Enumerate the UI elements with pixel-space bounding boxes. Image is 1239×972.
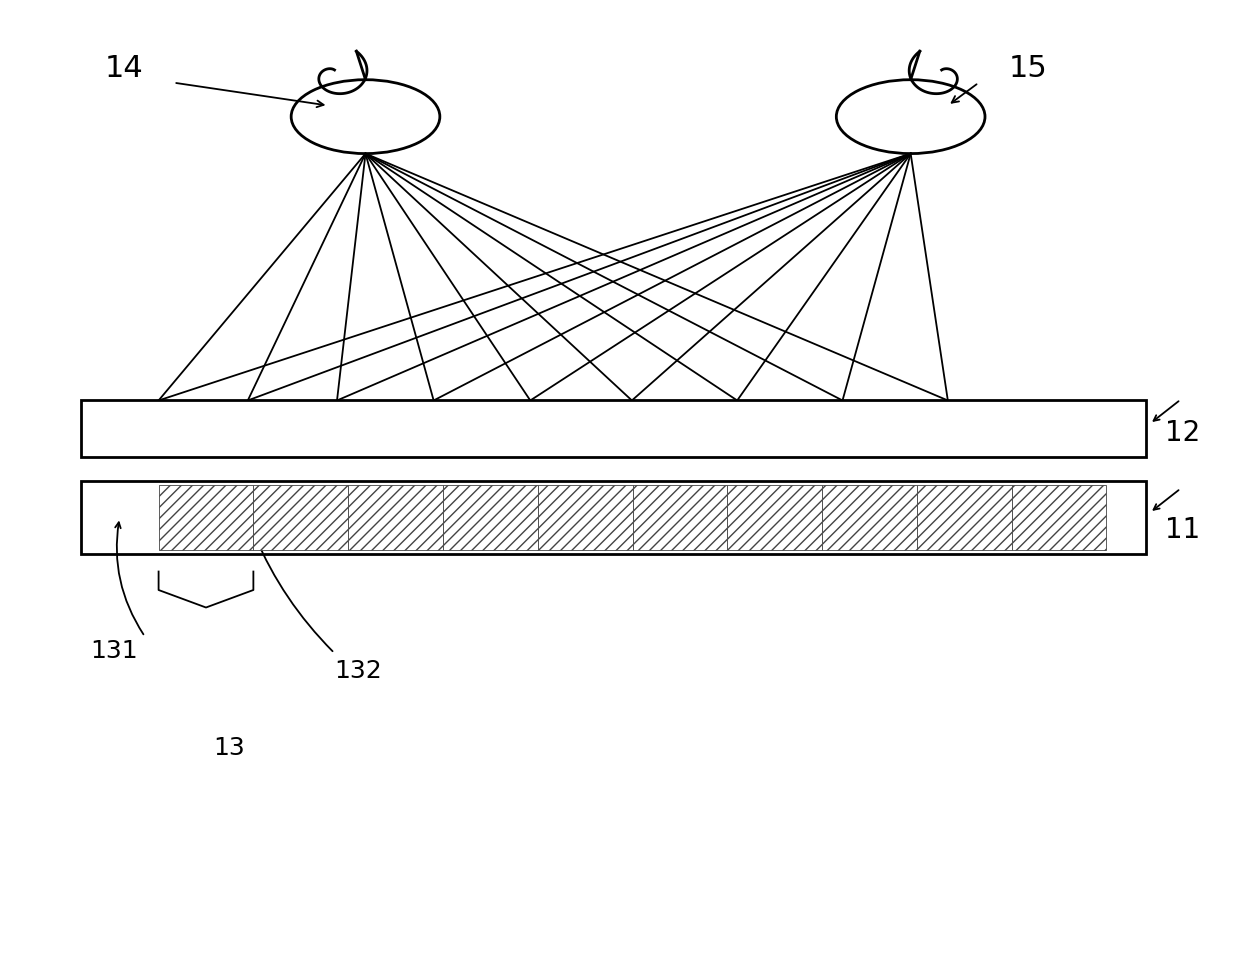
Text: 131: 131: [90, 640, 138, 663]
Bar: [917, 485, 1011, 550]
Bar: [727, 485, 823, 550]
Text: 11: 11: [1165, 516, 1199, 543]
Bar: [632, 485, 727, 550]
Bar: [348, 485, 444, 550]
Text: 14: 14: [104, 53, 144, 83]
Bar: [1011, 485, 1106, 550]
Bar: [444, 485, 538, 550]
Bar: [538, 485, 632, 550]
Bar: [254, 485, 348, 550]
Text: 15: 15: [1009, 53, 1048, 83]
Text: 12: 12: [1165, 419, 1199, 446]
Bar: [81, 400, 1146, 457]
Bar: [81, 481, 1146, 554]
Bar: [159, 485, 254, 550]
Bar: [823, 485, 917, 550]
Text: 132: 132: [335, 659, 383, 682]
Text: 13: 13: [213, 737, 245, 760]
